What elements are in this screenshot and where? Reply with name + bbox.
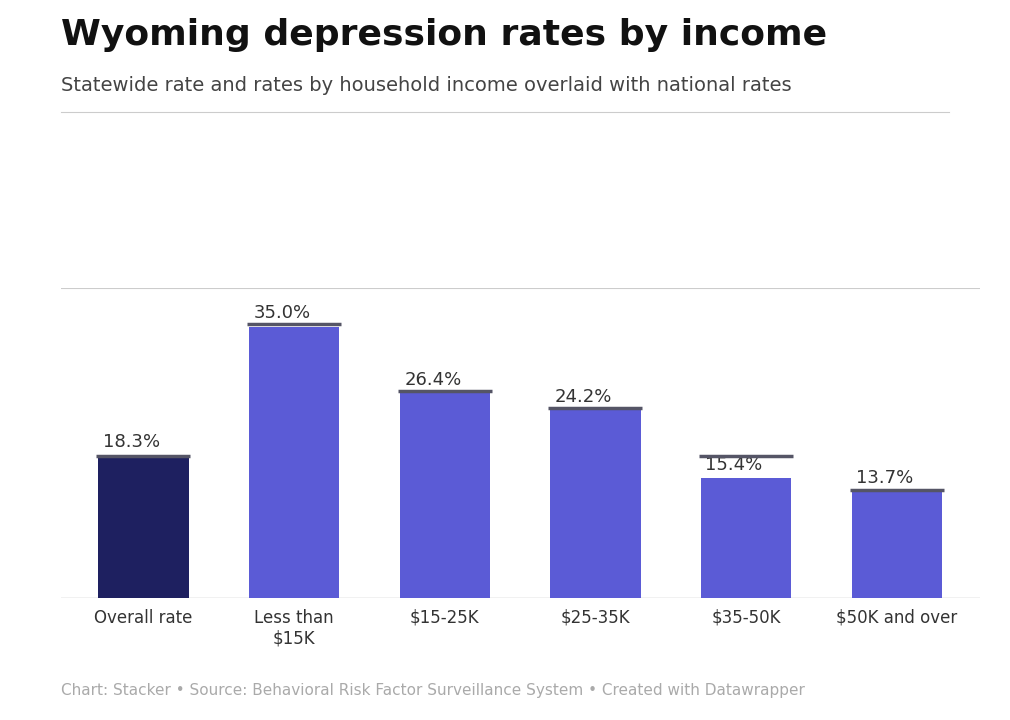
Bar	[98, 456, 189, 598]
Text: 13.7%: 13.7%	[856, 469, 913, 487]
Text: 24.2%: 24.2%	[554, 387, 612, 405]
Text: 26.4%: 26.4%	[404, 371, 462, 389]
Text: 18.3%: 18.3%	[103, 433, 160, 451]
Text: 35.0%: 35.0%	[254, 304, 311, 322]
Text: 15.4%: 15.4%	[705, 456, 763, 474]
Bar	[550, 410, 640, 598]
Bar	[701, 478, 792, 598]
Text: Statewide rate and rates by household income overlaid with national rates: Statewide rate and rates by household in…	[61, 76, 791, 94]
Bar	[400, 393, 490, 598]
Bar	[851, 492, 942, 598]
Text: Wyoming depression rates by income: Wyoming depression rates by income	[61, 18, 827, 52]
Bar	[248, 327, 339, 598]
Text: Chart: Stacker • Source: Behavioral Risk Factor Surveillance System • Created wi: Chart: Stacker • Source: Behavioral Risk…	[61, 683, 805, 698]
